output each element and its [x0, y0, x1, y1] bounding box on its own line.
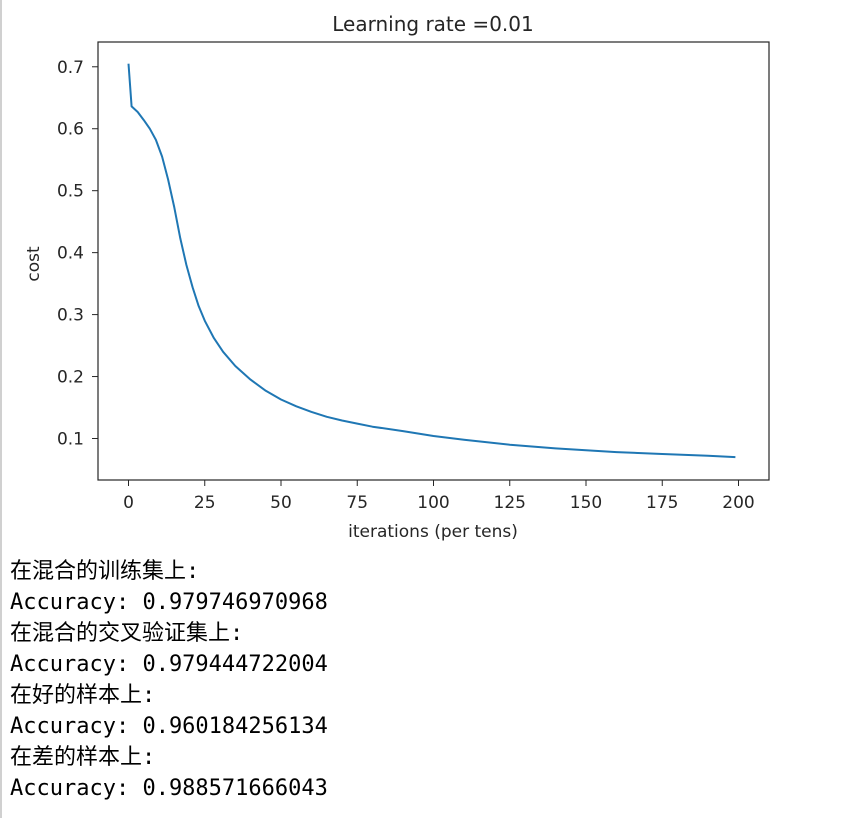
- x-tick-label: 200: [722, 493, 754, 513]
- output-line: 在好的样本上:: [10, 683, 156, 708]
- left-border: [0, 0, 2, 818]
- output-line: Accuracy: 0.960184256134: [10, 714, 328, 739]
- y-tick-label: 0.3: [57, 306, 84, 326]
- y-tick-label: 0.1: [57, 429, 84, 449]
- output-line: 在差的样本上:: [10, 745, 156, 770]
- x-axis-label: iterations (per tens): [348, 522, 518, 542]
- console-output: 在混合的训练集上: Accuracy: 0.979746970968 在混合的交…: [10, 556, 328, 804]
- output-line: Accuracy: 0.979444722004: [10, 652, 328, 677]
- x-tick-label: 75: [346, 493, 368, 513]
- output-line: 在混合的训练集上:: [10, 559, 200, 584]
- y-tick-label: 0.5: [57, 182, 84, 202]
- plot-frame: [97, 41, 770, 481]
- x-tick-label: 150: [570, 493, 602, 513]
- x-tick-label: 125: [494, 493, 526, 513]
- output-line: Accuracy: 0.979746970968: [10, 590, 328, 615]
- cost-line: [127, 63, 736, 459]
- y-tick-label: 0.6: [57, 120, 84, 140]
- x-tick-label: 175: [646, 493, 678, 513]
- x-tick-label: 25: [194, 493, 216, 513]
- plot-area: 0 25 50 75 100 125 150 175 200 0.1 0.2 0.3 0.4 0.5 0.6…: [57, 41, 770, 513]
- cost-chart: Learning rate =0.01 0 25 50 75 100 125 150 175 2…: [24, 12, 770, 542]
- x-tick-label: 100: [417, 493, 449, 513]
- output-line: Accuracy: 0.988571666043: [10, 776, 328, 801]
- chart-title: Learning rate =0.01: [332, 12, 533, 36]
- y-tick-label: 0.7: [57, 58, 84, 78]
- y-tick-label: 0.2: [57, 368, 84, 388]
- y-axis-label: cost: [24, 246, 44, 282]
- x-tick-label: 0: [123, 493, 134, 513]
- y-tick-label: 0.4: [57, 244, 84, 264]
- x-tick-label: 50: [270, 493, 292, 513]
- output-line: 在混合的交叉验证集上:: [10, 621, 244, 646]
